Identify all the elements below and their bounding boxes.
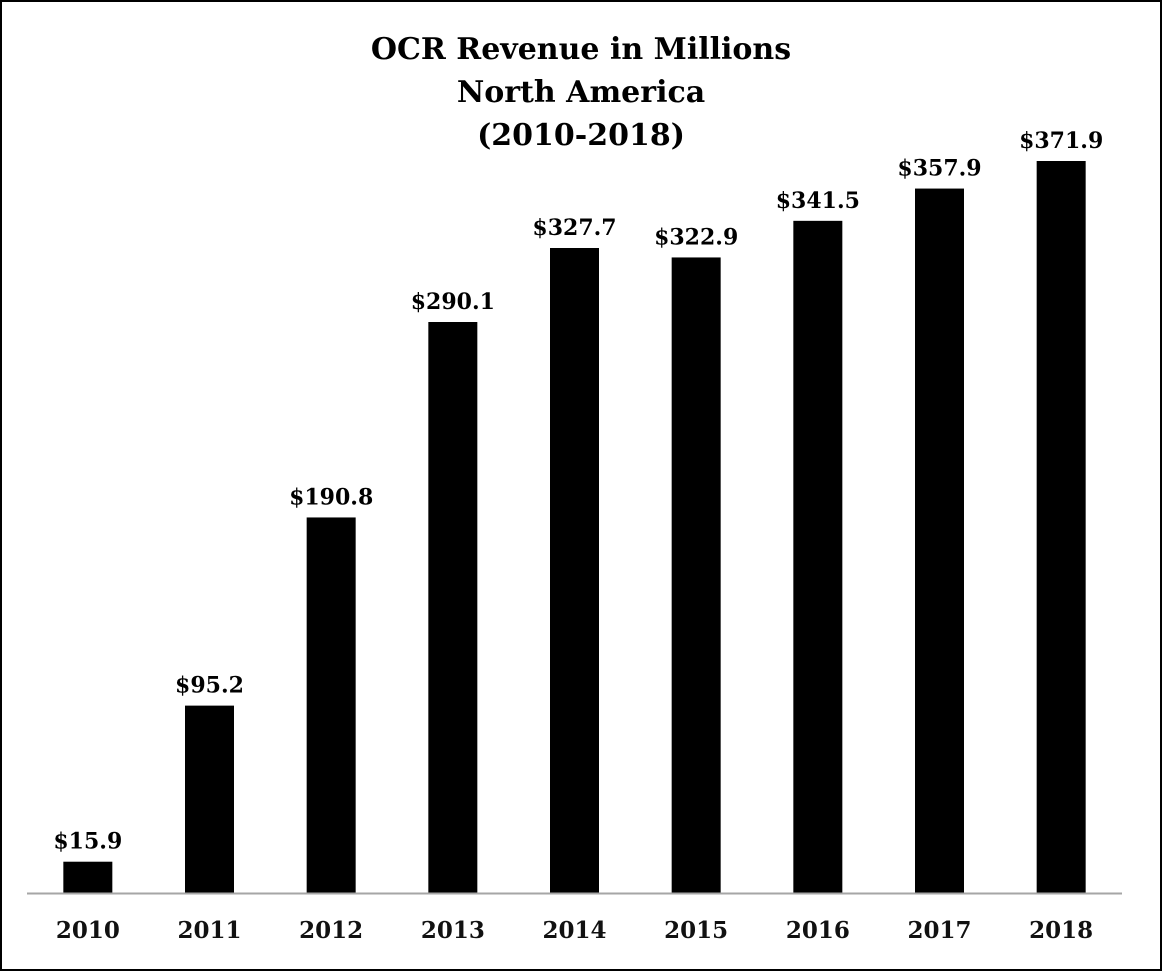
chart-title-line-3: (2010-2018) [477, 118, 685, 153]
data-label-2010: $15.9 [53, 829, 122, 855]
data-label-2017: $357.9 [897, 156, 981, 182]
data-label-2012: $190.8 [289, 484, 373, 510]
bar-2016 [793, 220, 843, 893]
x-tick-label-2015: 2015 [664, 917, 728, 944]
chart-title: OCR Revenue in Millions North America (2… [0, 28, 1162, 157]
data-label-2016: $341.5 [776, 188, 860, 214]
data-label-2014: $327.7 [532, 215, 616, 241]
x-tick-label-2016: 2016 [786, 917, 850, 944]
x-tick-label-2012: 2012 [299, 917, 363, 944]
bar-2015 [671, 257, 721, 893]
x-tick-label-2014: 2014 [542, 917, 606, 944]
x-tick-label-2010: 2010 [56, 917, 120, 944]
x-tick-label-2018: 2018 [1029, 917, 1093, 944]
bar-2017 [915, 188, 964, 894]
bar-2013 [428, 322, 478, 893]
x-tick-label-2017: 2017 [907, 917, 971, 944]
x-tick-label-2013: 2013 [421, 917, 485, 944]
data-label-2015: $322.9 [654, 224, 738, 250]
bar-2011 [185, 705, 234, 893]
chart-title-line-1: OCR Revenue in Millions [370, 32, 792, 67]
bar-2014 [550, 247, 599, 894]
x-tick-label-2011: 2011 [177, 917, 241, 944]
data-label-2018: $371.9 [1019, 128, 1103, 154]
bar-2012 [306, 517, 356, 893]
bar-2018 [1036, 161, 1086, 893]
chart-title-line-2: North America [456, 75, 706, 110]
data-label-2013: $290.1 [411, 289, 495, 315]
bar-2010 [63, 861, 113, 893]
data-label-2011: $95.2 [175, 673, 244, 699]
